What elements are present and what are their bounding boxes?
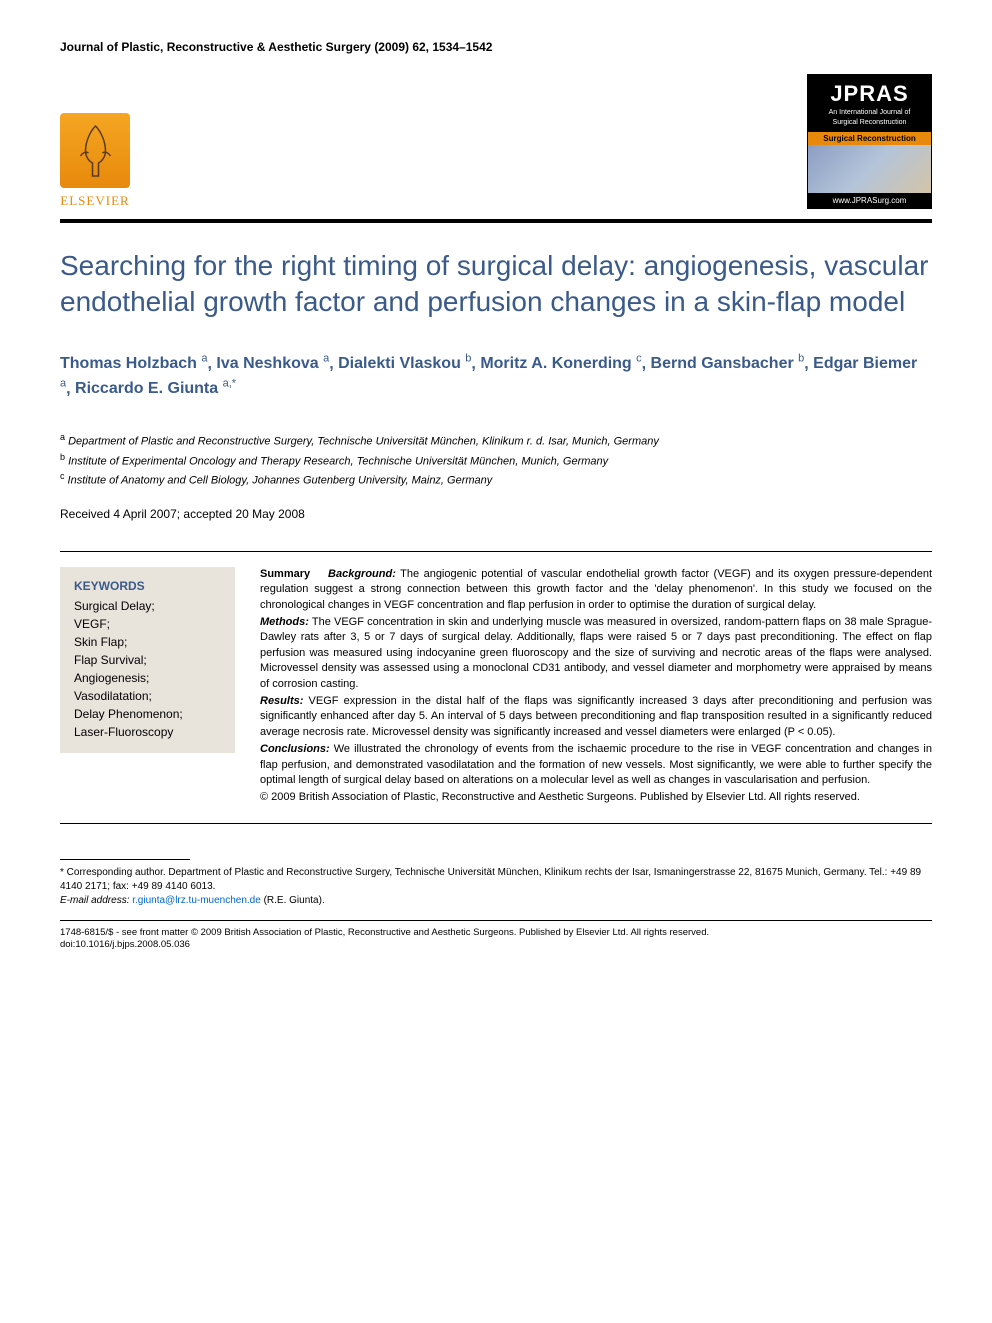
jpras-acronym: JPRAS <box>812 81 927 107</box>
elsevier-logo[interactable]: ELSEVIER <box>60 113 130 209</box>
elsevier-tree-icon <box>60 113 130 188</box>
jpras-header: JPRAS An International Journal of Surgic… <box>808 75 931 132</box>
summary-label: Summary <box>260 568 310 580</box>
corresponding-footnote: * Corresponding author. Department of Pl… <box>60 866 932 908</box>
footer-copyright: 1748-6815/$ - see front matter © 2009 Br… <box>60 927 932 939</box>
methods-text: The VEGF concentration in skin and under… <box>260 616 932 690</box>
summary-copyright: © 2009 British Association of Plastic, R… <box>260 790 932 805</box>
author: Thomas Holzbach a <box>60 355 207 372</box>
corresponding-text: * Corresponding author. Department of Pl… <box>60 867 921 892</box>
jpras-url: www.JPRASurg.com <box>808 193 931 208</box>
conclusions-label: Conclusions: <box>260 743 330 755</box>
corresponding-email[interactable]: r.giunta@lrz.tu-muenchen.de <box>132 895 261 906</box>
keywords-title: KEYWORDS <box>74 579 221 593</box>
elsevier-name: ELSEVIER <box>60 193 129 209</box>
summary-results: Results: VEGF expression in the distal h… <box>260 694 932 740</box>
summary-background: Summary Background: The angiogenic poten… <box>260 567 932 613</box>
affiliation: a Department of Plastic and Reconstructi… <box>60 431 932 450</box>
author: Iva Neshkova a <box>216 355 329 372</box>
affiliations-block: a Department of Plastic and Reconstructi… <box>60 431 932 488</box>
keyword-item: Surgical Delay; <box>74 597 221 615</box>
methods-label: Methods: <box>260 616 309 628</box>
footer-doi: doi:10.1016/j.bjps.2008.05.036 <box>60 939 932 951</box>
jpras-cover-image <box>808 145 931 193</box>
keyword-item: Flap Survival; <box>74 651 221 669</box>
affiliation: c Institute of Anatomy and Cell Biology,… <box>60 470 932 489</box>
summary-conclusions: Conclusions: We illustrated the chronolo… <box>260 742 932 788</box>
jpras-subtitle1: An International Journal of <box>812 109 927 117</box>
affiliation: b Institute of Experimental Oncology and… <box>60 451 932 470</box>
author: Moritz A. Konerding c <box>480 355 641 372</box>
summary-methods: Methods: The VEGF concentration in skin … <box>260 615 932 692</box>
keywords-list: Surgical Delay;VEGF;Skin Flap;Flap Survi… <box>74 597 221 741</box>
jpras-logo[interactable]: JPRAS An International Journal of Surgic… <box>807 74 932 209</box>
journal-header: Journal of Plastic, Reconstructive & Aes… <box>60 40 932 54</box>
results-label: Results: <box>260 695 303 707</box>
keyword-item: Vasodilatation; <box>74 687 221 705</box>
keyword-item: Laser-Fluoroscopy <box>74 723 221 741</box>
summary-block: Summary Background: The angiogenic poten… <box>260 567 932 808</box>
divider-thin-bottom <box>60 823 932 824</box>
corresponding-email-author: (R.E. Giunta). <box>264 895 325 906</box>
keyword-item: VEGF; <box>74 615 221 633</box>
divider-thin-top <box>60 551 932 552</box>
background-label: Background: <box>328 568 396 580</box>
jpras-subtitle2: Surgical Reconstruction <box>812 119 927 127</box>
divider-thick <box>60 219 932 223</box>
results-text: VEGF expression in the distal half of th… <box>260 695 932 738</box>
article-title: Searching for the right timing of surgic… <box>60 248 932 321</box>
authors-block: Thomas Holzbach a, Iva Neshkova a, Diale… <box>60 351 932 402</box>
abstract-row: KEYWORDS Surgical Delay;VEGF;Skin Flap;F… <box>60 567 932 808</box>
keyword-item: Delay Phenomenon; <box>74 705 221 723</box>
email-label: E-mail address: <box>60 895 129 906</box>
article-dates: Received 4 April 2007; accepted 20 May 2… <box>60 507 932 521</box>
footnote-separator <box>60 859 190 860</box>
footer-bar: 1748-6815/$ - see front matter © 2009 Br… <box>60 920 932 952</box>
author: Riccardo E. Giunta a,* <box>75 380 236 397</box>
conclusions-text: We illustrated the chronology of events … <box>260 743 932 786</box>
keywords-box: KEYWORDS Surgical Delay;VEGF;Skin Flap;F… <box>60 567 235 753</box>
author: Bernd Gansbacher b <box>651 355 805 372</box>
author: Dialekti Vlaskou b <box>338 355 471 372</box>
keyword-item: Skin Flap; <box>74 633 221 651</box>
jpras-strip: Surgical Reconstruction <box>808 132 931 145</box>
keyword-item: Angiogenesis; <box>74 669 221 687</box>
logos-row: ELSEVIER JPRAS An International Journal … <box>60 74 932 209</box>
